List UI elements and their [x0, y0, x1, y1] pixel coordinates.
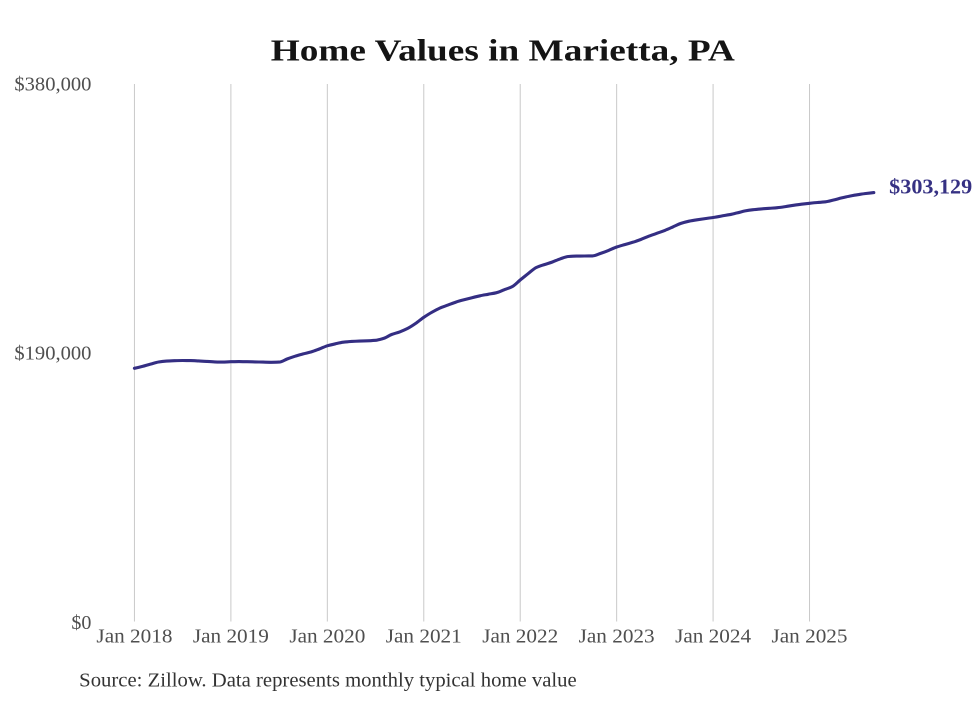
- svg-text:$0: $0: [71, 612, 91, 634]
- svg-text:Jan 2019: Jan 2019: [193, 625, 269, 647]
- svg-text:$303,129: $303,129: [889, 174, 972, 198]
- svg-text:Jan 2023: Jan 2023: [579, 625, 655, 647]
- svg-text:Jan 2024: Jan 2024: [675, 625, 751, 647]
- svg-text:$380,000: $380,000: [14, 74, 91, 96]
- svg-text:Jan 2018: Jan 2018: [96, 625, 172, 647]
- svg-text:Jan 2020: Jan 2020: [289, 625, 365, 647]
- svg-text:Jan 2022: Jan 2022: [482, 625, 558, 647]
- svg-text:$190,000: $190,000: [14, 342, 91, 364]
- svg-text:Jan 2025: Jan 2025: [772, 625, 848, 647]
- svg-text:Source: Zillow. Data represent: Source: Zillow. Data represents monthly …: [79, 669, 577, 691]
- svg-text:Jan 2021: Jan 2021: [386, 625, 462, 647]
- svg-text:Home Values in Marietta, PA: Home Values in Marietta, PA: [271, 32, 736, 67]
